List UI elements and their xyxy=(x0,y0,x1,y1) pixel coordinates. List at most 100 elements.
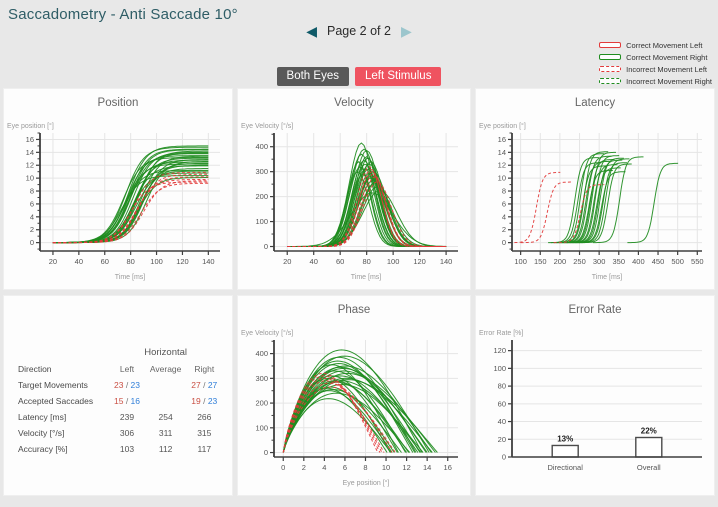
svg-text:Eye Velocity [°/s]: Eye Velocity [°/s] xyxy=(241,329,293,337)
velocity-chart: 20 40 60 80 100 120 140 0 100 200 300 400 Eye Veloci… xyxy=(241,122,458,281)
previous-page-icon[interactable]: ◀ xyxy=(306,23,318,39)
metrics-table: Horizontal Direction Left Average Right Targ… xyxy=(16,344,222,457)
metrics-table-body: Target Movements 23 / 23 27 / 27 Accepted S… xyxy=(16,377,222,457)
table-row: Velocity [°/s] 306 311 315 xyxy=(18,428,212,438)
svg-text:Eye position [°]: Eye position [°] xyxy=(343,479,390,487)
svg-text:60: 60 xyxy=(336,257,344,266)
svg-text:500: 500 xyxy=(671,257,684,266)
phase-chart: 0 2 4 6 8 10 12 14 16 0 100 200 300 400 Eye Velocity [… xyxy=(241,329,458,487)
svg-text:10: 10 xyxy=(26,174,34,183)
svg-text:400: 400 xyxy=(255,349,268,358)
svg-text:14: 14 xyxy=(423,463,431,472)
legend-label: Correct Movement Left xyxy=(626,40,703,50)
page-indicator: Page 2 of 2 xyxy=(327,24,391,38)
svg-text:8: 8 xyxy=(363,463,367,472)
svg-text:0: 0 xyxy=(502,453,506,462)
svg-text:2: 2 xyxy=(502,225,506,234)
svg-text:200: 200 xyxy=(554,257,567,266)
table-row: Target Movements 23 / 23 27 / 27 xyxy=(18,380,218,390)
svg-text:6: 6 xyxy=(502,199,506,208)
svg-text:60: 60 xyxy=(101,257,109,266)
svg-text:13%: 13% xyxy=(557,434,573,443)
svg-text:4: 4 xyxy=(30,212,34,221)
svg-text:14: 14 xyxy=(498,148,506,157)
chart-title: Error Rate xyxy=(568,304,622,316)
svg-text:Time [ms]: Time [ms] xyxy=(592,274,623,281)
svg-text:140: 140 xyxy=(440,257,453,266)
chart-legend: Correct Movement Left Correct Movement R… xyxy=(599,40,712,86)
svg-text:16: 16 xyxy=(26,135,34,144)
line-style-icon xyxy=(599,78,622,84)
chart-title: Latency xyxy=(574,97,616,109)
line-style-icon xyxy=(599,66,622,72)
table-row: Latency [ms] 239 254 266 xyxy=(18,412,212,422)
page-navigation: ◀ Page 2 of 2 ▶ xyxy=(0,20,718,42)
svg-text:Overall: Overall xyxy=(637,463,661,472)
latency-panel: Latency 100 150 200 250 300 350 400 450 500 550 0 2… xyxy=(475,88,715,290)
svg-text:120: 120 xyxy=(413,257,426,266)
svg-text:12: 12 xyxy=(26,161,34,170)
position-panel: Position 20 40 60 80 100 120 140 0 2 4 6 8 10 12 14 16 E… xyxy=(3,88,233,290)
svg-text:20: 20 xyxy=(498,435,506,444)
line-style-icon xyxy=(599,42,622,48)
svg-text:12: 12 xyxy=(402,463,410,472)
chart-title: Phase xyxy=(337,304,371,316)
table-row: Accuracy [%] 103 112 117 xyxy=(18,444,212,454)
svg-text:10: 10 xyxy=(382,463,390,472)
error-rate-panel: Error Rate 13% Directional 22% Overall 0 20 40… xyxy=(475,295,715,496)
chart-title: Position xyxy=(97,97,139,109)
svg-text:20: 20 xyxy=(283,257,291,266)
svg-text:8: 8 xyxy=(502,187,506,196)
svg-text:16: 16 xyxy=(498,135,506,144)
error-rate-chart: 13% Directional 22% Overall 0 20 40 60 80 100 120 E… xyxy=(479,330,702,472)
svg-text:80: 80 xyxy=(362,257,370,266)
legend-label: Incorrect Movement Left xyxy=(626,64,707,74)
svg-text:Error Rate [%]: Error Rate [%] xyxy=(479,330,523,337)
metrics-table-panel: Horizontal Direction Left Average Right Targ… xyxy=(3,295,233,496)
svg-text:0: 0 xyxy=(264,448,268,457)
position-chart: 20 40 60 80 100 120 140 0 2 4 6 8 10 12 14 16 Eye positi… xyxy=(7,122,220,281)
legend-item: Correct Movement Right xyxy=(599,52,712,62)
svg-text:4: 4 xyxy=(322,463,326,472)
panels-grid: Position 20 40 60 80 100 120 140 0 2 4 6 8 10 12 14 16 E… xyxy=(3,88,715,496)
svg-text:10: 10 xyxy=(498,174,506,183)
svg-text:100: 100 xyxy=(387,257,400,266)
legend-item: Incorrect Movement Left xyxy=(599,64,712,74)
svg-text:300: 300 xyxy=(593,257,606,266)
svg-text:0: 0 xyxy=(281,463,285,472)
svg-text:80: 80 xyxy=(498,382,506,391)
svg-text:150: 150 xyxy=(534,257,547,266)
page-title: Saccadometry - Anti Saccade 10° xyxy=(8,6,238,23)
velocity-panel: Velocity 20 40 60 80 100 120 140 0 100 200 300 400 E… xyxy=(237,88,471,290)
svg-text:120: 120 xyxy=(493,346,506,355)
chart-title: Velocity xyxy=(334,97,374,109)
svg-text:200: 200 xyxy=(255,399,268,408)
svg-text:450: 450 xyxy=(652,257,665,266)
svg-text:80: 80 xyxy=(126,257,134,266)
both-eyes-button[interactable]: Both Eyes xyxy=(276,66,349,86)
svg-text:400: 400 xyxy=(255,142,268,151)
svg-text:400: 400 xyxy=(632,257,645,266)
svg-text:120: 120 xyxy=(176,257,189,266)
eye-stimulus-toolbar: Both Eyes Left Stimulus xyxy=(0,64,718,88)
svg-text:Eye Velocity [°/s]: Eye Velocity [°/s] xyxy=(241,122,293,130)
svg-text:Directional: Directional xyxy=(547,463,583,472)
svg-text:6: 6 xyxy=(343,463,347,472)
line-style-icon xyxy=(599,54,622,60)
svg-text:0: 0 xyxy=(30,238,34,247)
latency-chart: 100 150 200 250 300 350 400 450 500 550 0 2 4 6 8 10 12 1… xyxy=(479,122,704,281)
svg-text:20: 20 xyxy=(49,257,57,266)
svg-text:0: 0 xyxy=(264,242,268,251)
svg-text:550: 550 xyxy=(691,257,704,266)
svg-text:300: 300 xyxy=(255,167,268,176)
svg-text:350: 350 xyxy=(613,257,626,266)
svg-text:8: 8 xyxy=(30,187,34,196)
metrics-table-head: Horizontal Direction Left Average Right xyxy=(18,347,215,374)
svg-text:40: 40 xyxy=(498,417,506,426)
next-page-icon[interactable]: ▶ xyxy=(400,23,412,39)
svg-text:Eye position [°]: Eye position [°] xyxy=(479,122,526,130)
svg-text:16: 16 xyxy=(444,463,452,472)
svg-text:2: 2 xyxy=(30,225,34,234)
svg-text:2: 2 xyxy=(302,463,306,472)
left-stimulus-button[interactable]: Left Stimulus xyxy=(354,66,442,86)
